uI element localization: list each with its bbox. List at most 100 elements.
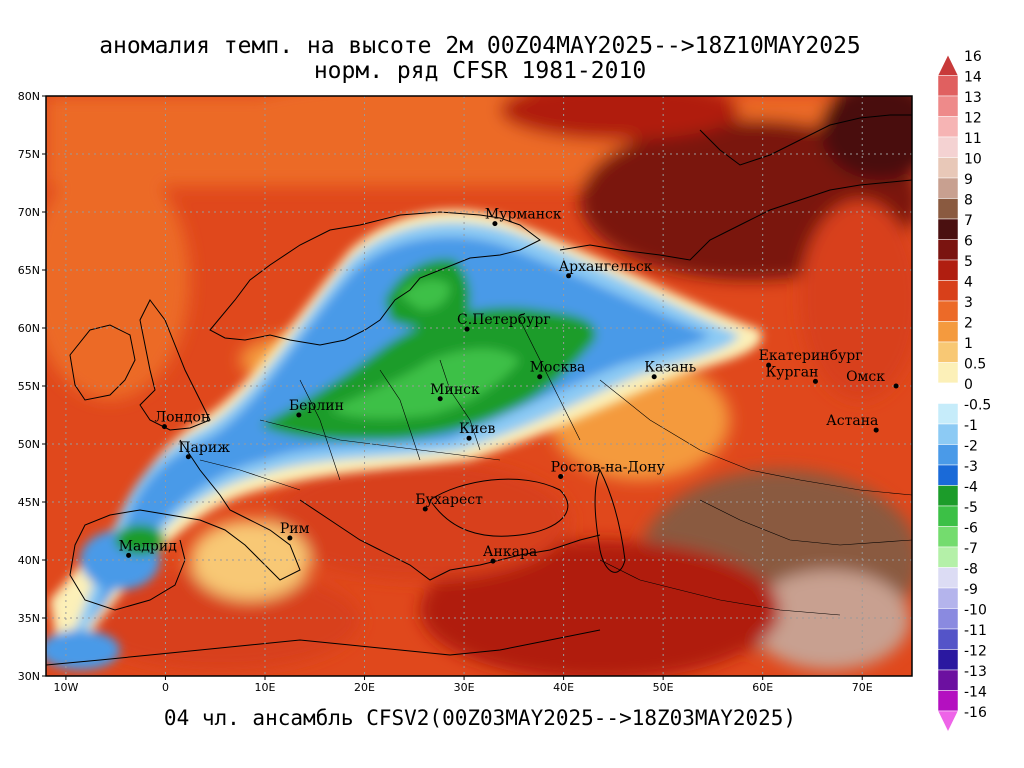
- longitude-labels: 10W 0 10E 20E 30E 40E 50E 60E 70E: [53, 676, 873, 694]
- city-label: Омск: [846, 369, 885, 385]
- colorbar-label: 9: [964, 172, 973, 188]
- city-marker: [422, 506, 428, 512]
- colorbar-swatch: [937, 218, 959, 240]
- city-label: Курган: [765, 364, 818, 380]
- colorbar-label: -11: [964, 623, 987, 639]
- colorbar-label: 6: [964, 234, 973, 250]
- colorbar-swatch: [937, 567, 959, 589]
- city-marker: [466, 435, 472, 441]
- colorbar-swatch: [937, 341, 959, 363]
- longitude-label: 30E: [454, 681, 475, 694]
- colorbar-label: 4: [964, 275, 973, 291]
- colorbar-label: -3: [964, 459, 978, 475]
- longitude-label: 40E: [553, 681, 574, 694]
- longitude-label: 10W: [53, 681, 78, 694]
- colorbar-label: 12: [964, 111, 982, 127]
- city-label: Екатеринбург: [759, 348, 863, 364]
- city-marker: [651, 374, 657, 380]
- latitude-label: 45N: [18, 496, 40, 509]
- colorbar-label: 10: [964, 152, 982, 168]
- city-marker: [437, 396, 443, 402]
- colorbar-swatch: [937, 280, 959, 302]
- city-marker: [126, 552, 132, 558]
- colorbar-label: 5: [964, 254, 973, 270]
- colorbar-swatch: [937, 669, 959, 691]
- city-marker: [490, 558, 496, 564]
- colorbar-swatch: [937, 423, 959, 445]
- colorbar-swatch: [937, 54, 959, 76]
- city-marker: [185, 454, 191, 460]
- colorbar-swatch: [937, 628, 959, 650]
- city-label: Берлин: [289, 398, 344, 414]
- colorbar-swatch: [937, 608, 959, 630]
- map-title: аномалия темп. на высоте 2м 00Z04MAY2025…: [99, 33, 861, 59]
- country-borders: [199, 319, 912, 616]
- colorbar-swatch: [937, 75, 959, 97]
- colorbar-label: 0: [964, 377, 973, 393]
- colorbar-label: 11: [964, 131, 982, 147]
- city-marker: [161, 424, 167, 430]
- colorbar-swatch: [937, 649, 959, 671]
- colorbar-label: -8: [964, 562, 978, 578]
- colorbar-swatch: [937, 464, 959, 486]
- colorbar-label: 2: [964, 316, 973, 332]
- latitude-label: 35N: [18, 612, 40, 625]
- longitude-label: 0: [162, 681, 169, 694]
- colorbar-swatch: [937, 300, 959, 322]
- city-marker: [296, 412, 302, 418]
- longitude-label: 70E: [852, 681, 873, 694]
- colorbar-swatch: [937, 546, 959, 568]
- colorbar-label: -13: [964, 664, 987, 680]
- map-subtitle: норм. ряд CFSR 1981-2010: [313, 58, 647, 84]
- colorbar-label: 14: [964, 70, 982, 86]
- colorbar-swatch: [937, 239, 959, 261]
- colorbar-label: 13: [964, 90, 982, 106]
- colorbar-label: -12: [964, 644, 987, 660]
- colorbar-swatch: [937, 587, 959, 609]
- city-label: Мурманск: [485, 207, 562, 223]
- colorbar-label: -5: [964, 500, 978, 516]
- city-label: Рим: [280, 521, 310, 537]
- colorbar-swatch: [937, 259, 959, 281]
- latitude-label: 65N: [18, 264, 40, 277]
- colorbar-swatch: [937, 157, 959, 179]
- latitude-label: 30N: [18, 670, 40, 683]
- latitude-label: 60N: [18, 322, 40, 335]
- colorbar-label: -2: [964, 439, 978, 455]
- city-marker: [566, 273, 572, 279]
- city-label: Париж: [178, 440, 230, 456]
- city-label: Астана: [826, 413, 878, 429]
- colorbar-label: -0.5: [964, 398, 991, 414]
- colorbar-label: -1: [964, 418, 978, 434]
- city-label: Москва: [530, 360, 586, 376]
- city-marker: [893, 383, 899, 389]
- colorbar-swatch: [937, 362, 959, 384]
- city-labels: Мурманск Архангельск С.Петербург Москва Каза…: [119, 207, 899, 564]
- colorbar-swatch: [937, 526, 959, 548]
- latitude-label: 70N: [18, 206, 40, 219]
- colorbar-label: 0.5: [964, 357, 986, 373]
- colorbar-swatch: [937, 444, 959, 466]
- colorbar-label: -6: [964, 521, 978, 537]
- city-label: Мадрид: [119, 538, 178, 554]
- city-label: С.Петербург: [457, 312, 551, 328]
- colorbar-label: -7: [964, 541, 978, 557]
- longitude-label: 10E: [255, 681, 276, 694]
- colorbar-swatch: [937, 116, 959, 138]
- coastlines: [46, 114, 912, 666]
- longitude-label: 50E: [653, 681, 674, 694]
- city-label: Лондон: [154, 410, 210, 426]
- city-label: Бухарест: [415, 492, 483, 508]
- colorbar-label: -9: [964, 582, 978, 598]
- city-label: Архангельск: [559, 259, 653, 275]
- colorbar-swatch: [937, 136, 959, 158]
- colorbar: 16 14 13 12 11 10 9 8 7 6 5 4 3 2 1 0.5 0 -0.5 -1 -2 -3 -4 -5 -…: [937, 49, 991, 733]
- colorbar-swatch: [937, 710, 959, 733]
- colorbar-label: 16: [964, 49, 982, 65]
- colorbar-label: 3: [964, 295, 973, 311]
- colorbar-label: -14: [964, 685, 987, 701]
- colorbar-label: -16: [964, 705, 987, 721]
- city-label: Казань: [644, 360, 696, 376]
- ensemble-footer: 04 чл. ансамбль CFSV2(00Z03MAY2025-->18Z…: [163, 706, 797, 730]
